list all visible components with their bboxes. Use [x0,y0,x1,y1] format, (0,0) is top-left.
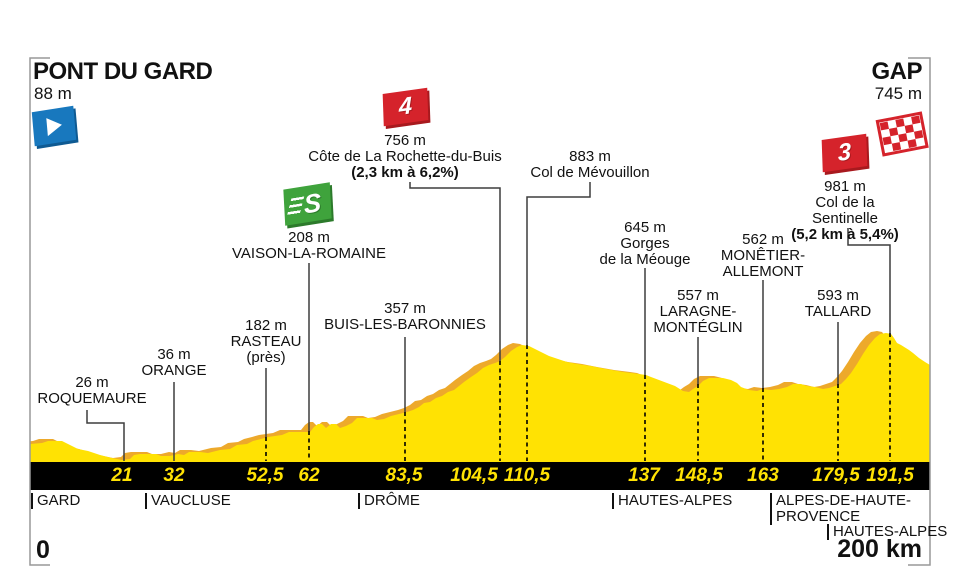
km-tick: 110,5 [503,465,551,486]
km-tick: 137 [628,465,660,486]
waypoint-elevation: 182 m [245,317,287,334]
waypoint-name: MONÊTIER- ALLEMONT [720,247,806,280]
finish-town-title: GAP [871,58,922,85]
dashed-km-lines [265,333,891,461]
waypoint-col-de-mevouillon: 883 m Col de Mévouillon [530,149,649,181]
start-elevation: 88 m [34,84,72,103]
category-4-number: 4 [398,92,413,121]
waypoint-col-de-la-sentinelle: 981 m Col de la Sentinelle (5,2 km à 5,4… [788,179,903,243]
km-tick: 52,5 [246,465,284,486]
waypoint-elevation: 645 m [624,219,666,236]
waypoint-elevation: 357 m [384,300,426,317]
waypoint-gorges-de-la-meouge: 645 m Gorges de la Méouge [600,220,691,268]
km-tick: 179,5 [812,465,860,486]
waypoint-name: Col de la Sentinelle [812,194,878,227]
climb-gradient: (5,2 km à 5,4%) [791,226,899,243]
waypoint-name: LARAGNE- MONTÉGLIN [653,303,743,336]
waypoint-name: Gorges de la Méouge [599,235,691,268]
department-drome: DRÔME [358,493,420,509]
km-tick: 32 [163,465,185,486]
sprint-speed-lines-icon [287,196,305,216]
waypoint-name: Col de Mévouillon [530,164,650,181]
waypoint-tallard: 593 m TALLARD [805,288,871,320]
waypoint-name: ROQUEMAURE [37,390,147,407]
waypoint-elevation: 981 m [824,178,866,195]
sprint-letter: S [303,186,322,220]
department-vaucluse: VAUCLUSE [145,493,231,509]
waypoint-elevation: 26 m [75,374,109,391]
intermediate-sprint-icon: S [283,182,332,226]
category-3-number: 3 [837,138,852,167]
waypoint-elevation: 208 m [288,229,330,246]
department-alpes-de-haute-provence: ALPES-DE-HAUTE- PROVENCE [770,493,911,525]
waypoint-laragne-monteglin: 557 m LARAGNE- MONTÉGLIN [653,288,742,336]
leader-rochette [409,182,501,361]
waypoint-monetier-allemont: 562 m MONÊTIER- ALLEMONT [721,232,805,280]
waypoint-cote-rochette-du-buis: 756 m Côte de La Rochette-du-Buis (2,3 k… [308,133,501,181]
waypoint-name: VAISON-LA-ROMAINE [232,245,386,262]
axis-frame-left [29,57,50,566]
distance-bar [30,462,930,490]
waypoint-name: TALLARD [804,303,872,320]
km-tick: 191,5 [866,465,914,486]
km-tick: 83,5 [385,465,423,486]
km-tick: 163 [747,465,779,486]
km-end-label: 200 km [837,535,922,563]
waypoint-orange: 36 m ORANGE [141,347,206,379]
waypoint-buis-les-baronnies: 357 m BUIS-LES-BARONNIES [324,301,486,333]
climb-gradient: (2,3 km à 6,2%) [351,164,459,181]
department-gard: GARD [31,493,80,509]
waypoint-vaison-la-romaine: 208 m VAISON-LA-ROMAINE [232,230,386,262]
waypoint-elevation: 883 m [569,148,611,165]
department-hautes-alpes: HAUTES-ALPES [612,493,732,509]
waypoint-elevation: 562 m [742,231,784,248]
waypoint-elevation: 593 m [817,287,859,304]
km-tick: 21 [111,465,133,486]
waypoint-elevation: 557 m [677,287,719,304]
leader-sentinelle [847,228,891,333]
waypoint-roquemaure: 26 m ROQUEMAURE [37,375,146,407]
waypoint-name: BUIS-LES-BARONNIES [324,316,486,333]
leader-lines [86,182,891,461]
waypoint-name: ORANGE [141,362,207,379]
km-start-label: 0 [36,536,50,564]
leader-roquemaure [86,410,125,461]
waypoint-rasteau: 182 m RASTEAU (près) [231,318,302,366]
leader-mevouillon [526,182,591,345]
start-flag-triangle-icon [45,115,63,137]
finish-elevation: 745 m [874,84,922,103]
waypoint-elevation: 36 m [157,346,191,363]
department-hautes-alpes-2: HAUTES-ALPES [827,524,947,540]
km-tick: 62 [298,465,320,486]
km-tick: 148,5 [675,465,723,486]
finish-flag-icon [875,111,929,157]
category-4-climb-icon: 4 [382,87,429,127]
waypoint-name: RASTEAU (près) [230,333,302,366]
category-3-climb-icon: 3 [821,133,868,173]
km-tick: 104,5 [450,465,498,486]
axis-frame-right [908,57,931,566]
waypoint-elevation: 756 m [384,132,426,149]
axis-frame [29,57,931,566]
waypoint-name: Côte de La Rochette-du-Buis [308,148,502,165]
start-flag-icon [31,105,77,147]
start-town-title: PONT DU GARD [33,58,213,85]
